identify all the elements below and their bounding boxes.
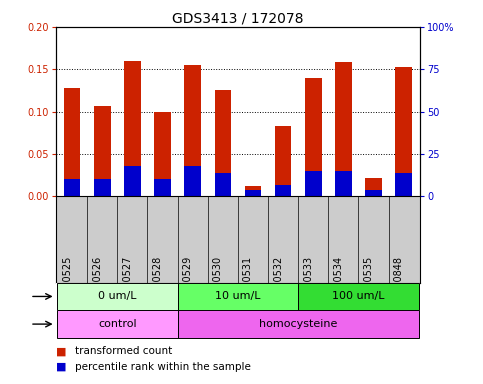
Bar <box>154 179 171 196</box>
Bar <box>124 61 141 196</box>
Text: ■: ■ <box>56 362 66 372</box>
Title: GDS3413 / 172078: GDS3413 / 172078 <box>172 12 304 26</box>
Text: transformed count: transformed count <box>75 346 172 356</box>
Bar <box>94 179 111 196</box>
Bar <box>365 177 382 196</box>
Text: homocysteine: homocysteine <box>259 319 337 329</box>
Bar <box>64 88 80 196</box>
Bar <box>57 283 178 310</box>
Text: 0 um/L: 0 um/L <box>98 291 137 301</box>
Bar <box>335 63 352 196</box>
Bar <box>305 78 322 196</box>
Bar <box>245 186 261 196</box>
Bar <box>365 190 382 196</box>
Text: control: control <box>98 319 137 329</box>
Text: 100 um/L: 100 um/L <box>332 291 384 301</box>
Text: percentile rank within the sample: percentile rank within the sample <box>75 362 251 372</box>
Bar <box>305 171 322 196</box>
Bar <box>275 185 291 196</box>
Bar <box>245 190 261 196</box>
Bar <box>335 171 352 196</box>
Bar <box>396 67 412 196</box>
Bar <box>94 106 111 196</box>
Bar <box>298 283 419 310</box>
Bar <box>57 310 178 338</box>
Bar <box>124 166 141 196</box>
Bar <box>396 172 412 196</box>
Bar <box>185 65 201 196</box>
Bar <box>178 283 298 310</box>
Bar <box>275 126 291 196</box>
Bar <box>185 166 201 196</box>
Bar <box>154 111 171 196</box>
Text: ■: ■ <box>56 346 66 356</box>
Bar <box>178 310 419 338</box>
Bar <box>214 89 231 196</box>
Text: 10 um/L: 10 um/L <box>215 291 261 301</box>
Bar <box>64 179 80 196</box>
Bar <box>214 173 231 196</box>
